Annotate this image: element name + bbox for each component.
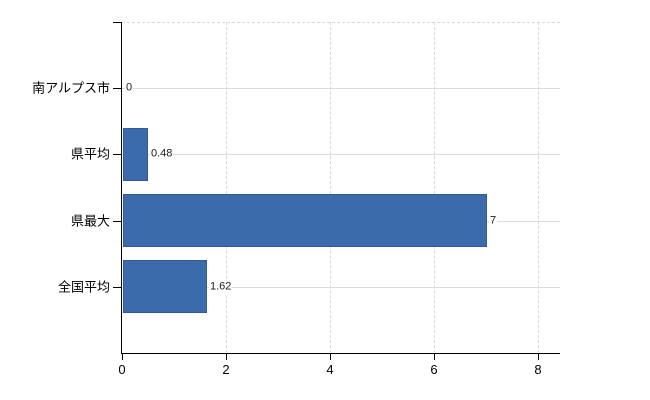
v-gridline [538,22,539,353]
bar [123,194,487,247]
x-axis-tick [330,354,331,360]
h-gridline [122,287,560,288]
y-axis-tick [113,154,121,155]
y-axis-end-tick [113,22,121,23]
y-axis-tick [113,221,121,222]
v-gridline [330,22,331,353]
bar [123,128,148,181]
y-axis-tick [113,88,121,89]
plot-area-top-border [122,22,560,23]
h-gridline [122,154,560,155]
bar-value-label: 7 [489,214,498,228]
x-tick-label: 2 [222,362,230,377]
bar-value-label: 0.48 [150,147,174,161]
x-axis [121,353,560,354]
x-tick-label: 4 [326,362,334,377]
v-gridline [226,22,227,353]
x-tick-label: 8 [534,362,542,377]
category-label: 県最大 [70,213,110,229]
x-tick-label: 0 [118,362,126,377]
y-axis [121,22,122,354]
bar [123,260,207,313]
x-axis-tick [122,354,123,360]
x-axis-tick [538,354,539,360]
bar-value-label: 0 [125,81,134,95]
h-gridline [122,88,560,89]
category-label: 全国平均 [57,279,110,295]
y-axis-tick [113,287,121,288]
category-label: 県平均 [70,146,110,162]
x-tick-label: 6 [430,362,438,377]
x-axis-tick [226,354,227,360]
v-gridline [434,22,435,353]
bar-value-label: 1.62 [209,280,233,294]
category-label: 南アルプス市 [32,80,110,96]
x-axis-tick [434,354,435,360]
